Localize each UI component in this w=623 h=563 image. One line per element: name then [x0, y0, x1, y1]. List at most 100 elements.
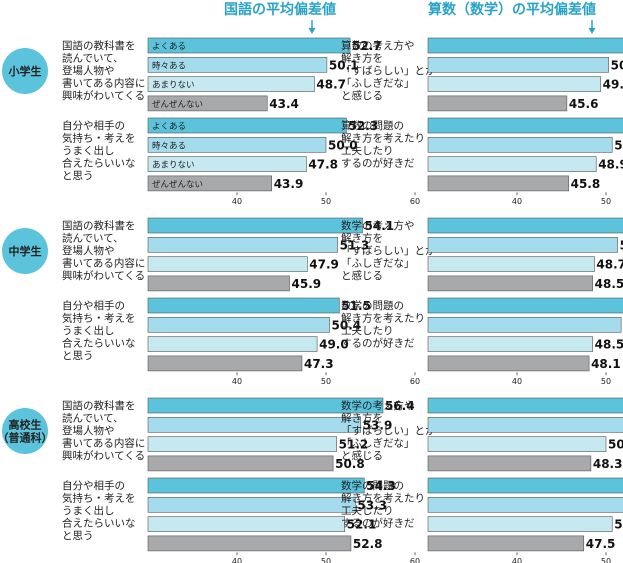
bar [147, 297, 340, 314]
bar [427, 496, 623, 513]
bar-category-label: ぜんぜんない [152, 100, 203, 110]
question-text: と思う [62, 530, 94, 542]
bar [147, 237, 338, 253]
bar [147, 496, 356, 513]
bar [147, 535, 352, 552]
question-text: うまく出し [62, 504, 115, 517]
question-text: 自分や相手の [62, 119, 125, 132]
bar [147, 217, 363, 234]
bar-value-label: 53.3 [357, 498, 387, 512]
question-text: するのが好きだ [341, 337, 415, 350]
question-text: 書いてある内容に [62, 437, 145, 450]
bar-value-label: 43.9 [274, 177, 304, 191]
bar-value-label: 50.7 [614, 138, 623, 152]
bar-value-label: 47.8 [308, 158, 338, 172]
bar [147, 455, 334, 472]
axis-tick-label: 40 [232, 197, 242, 206]
bar-category-label: ぜんぜんない [152, 180, 203, 190]
title-arrows [308, 20, 596, 34]
question-text: 数学の考え方や [341, 399, 415, 412]
bar [427, 477, 623, 494]
bar [147, 477, 365, 494]
bar [427, 416, 623, 433]
bar [147, 175, 273, 192]
left-title: 国語の平均偏差値 [224, 1, 336, 18]
bar-value-label: 47.5 [586, 537, 616, 551]
bar [427, 316, 622, 333]
bar [427, 535, 585, 552]
bar [147, 355, 303, 372]
bar-value-label: 48.5 [595, 338, 623, 352]
question-text: 国語の教科書を [62, 399, 136, 412]
axis-tick-label: 50 [601, 197, 611, 206]
bar-value-label: 51.2 [339, 438, 369, 452]
question-group: 算数の考え方や解き方を「すばらしい」とか「ふしぎだな」と感じる52.650.34… [341, 37, 623, 112]
axis-tick-label: 50 [601, 557, 611, 563]
bar-value-label: 50.8 [335, 457, 365, 471]
bar [427, 516, 613, 532]
bar-value-label: 52.3 [348, 119, 378, 133]
axis-tick-label: 50 [321, 197, 331, 206]
bar [147, 117, 347, 134]
question-text: 国語の教科書を [62, 219, 136, 232]
bar-value-label: 53.9 [363, 418, 393, 432]
bar [147, 137, 327, 153]
bar [427, 156, 597, 172]
bar-value-label: 48.7 [596, 258, 623, 272]
question-text: 興味がわいてくる [62, 449, 145, 462]
bar-value-label: 51.3 [620, 238, 623, 252]
question-text: 興味がわいてくる [62, 89, 145, 102]
grade-badge [2, 48, 48, 94]
bar-category-label: 時々ある [152, 141, 186, 151]
axis-tick-label: 40 [512, 197, 522, 206]
bar-value-label: 50.3 [611, 58, 623, 72]
axis-tick-label: 50 [321, 557, 331, 563]
axis-tick-label: 60 [410, 557, 420, 563]
bar-value-label: 52.8 [353, 537, 383, 551]
bar-category-label: よくある [152, 122, 186, 132]
question-text: と感じる [341, 269, 383, 282]
question-text: 工夫したり [341, 505, 394, 517]
question-text: 自分や相手の [62, 299, 125, 312]
bar [427, 275, 593, 292]
question-text: 「すばらしい」とか [341, 425, 436, 437]
title-arrow-head [588, 28, 596, 34]
question-text: 数学の問題の [341, 479, 404, 492]
bar-value-label: 43.4 [269, 97, 299, 111]
bar [147, 56, 328, 73]
bar [147, 316, 330, 333]
question-text: 工夫したり [341, 325, 394, 337]
question-text: 算数の考え方や [341, 39, 415, 52]
axis-tick-label: 40 [512, 557, 522, 563]
bar-value-label: 48.3 [593, 457, 623, 471]
bar-value-label: 48.1 [591, 357, 621, 371]
question-text: 算数の問題の [341, 119, 404, 132]
question-text: と思う [62, 170, 94, 182]
question-text: 書いてある内容に [62, 77, 145, 90]
bar-value-label: 47.9 [309, 258, 339, 272]
question-text: 合えたらいいな [62, 157, 136, 170]
question-text: 「すばらしい」とか [341, 245, 436, 257]
question-text: 気持ち・考えを [62, 132, 136, 145]
question-text: 読んでいて、 [62, 52, 124, 65]
bar [147, 275, 290, 292]
grade-badge [2, 228, 48, 274]
bar [427, 175, 569, 192]
bar [147, 76, 315, 92]
question-text: 登場人物や [62, 64, 115, 77]
bar [147, 397, 384, 414]
bar [427, 256, 595, 272]
axis-tick-label: 40 [512, 377, 522, 386]
question-text: するのが好きだ [341, 517, 415, 530]
question-text: 解き方を考えたり [341, 312, 425, 325]
bar [147, 516, 345, 532]
grade-label: 高校生 [9, 418, 42, 432]
bar [147, 336, 318, 352]
bar-value-label: 48.5 [595, 277, 623, 291]
question-text: 読んでいて、 [62, 232, 124, 245]
question-text: 解き方を考えたり [341, 492, 425, 505]
question-text: 気持ち・考えを [62, 312, 136, 325]
